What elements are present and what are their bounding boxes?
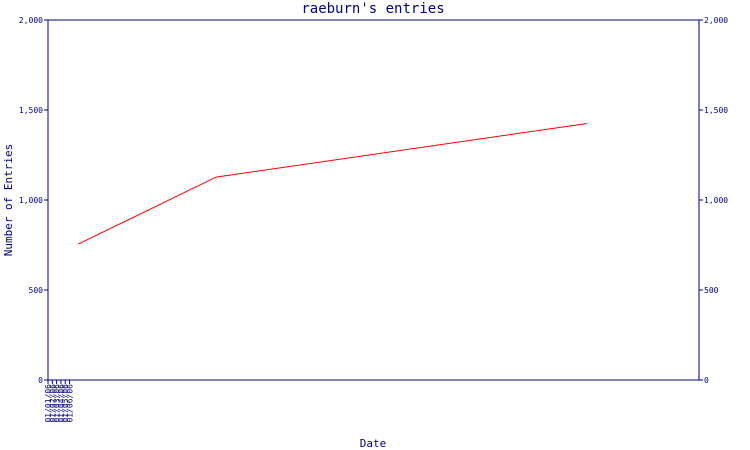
- y-tick-label-left: 0: [38, 376, 43, 385]
- y-tick-label-left: 500: [29, 286, 44, 295]
- x-tick-label: 01/04/06: [57, 384, 66, 423]
- x-tick-label: 01/03/06: [53, 384, 62, 423]
- x-axis-label: Date: [360, 437, 387, 450]
- x-ticks: 01/01/0601/02/0601/03/0601/04/0601/05/06…: [44, 380, 75, 423]
- x-tick-label: 01/01/06: [44, 384, 53, 423]
- y-axis-label: Number of Entries: [2, 144, 15, 257]
- y-tick-label-left: 1,000: [19, 196, 43, 205]
- series-line: [77, 123, 587, 245]
- y-tick-label-right: 1,000: [704, 196, 728, 205]
- plot-frame: [47, 19, 700, 381]
- y-ticks-left: 0 500 1,000 1,500 2,000: [19, 16, 48, 385]
- y-tick-label-left: 2,000: [19, 16, 43, 25]
- y-tick-label-right: 1,500: [704, 106, 728, 115]
- y-tick-label-right: 500: [704, 286, 719, 295]
- y-tick-label-right: 2,000: [704, 16, 728, 25]
- y-tick-label-left: 1,500: [19, 106, 43, 115]
- x-tick-label: 01/05/06: [61, 384, 70, 423]
- x-tick-label: 01/06/06: [66, 384, 75, 423]
- series-lines: [77, 123, 587, 245]
- x-tick-label: 01/02/06: [48, 384, 57, 423]
- y-ticks-right: 0 500 1,000 1,500 2,000: [699, 16, 728, 385]
- chart-title: raeburn's entries: [301, 1, 444, 17]
- y-tick-label-right: 0: [704, 376, 709, 385]
